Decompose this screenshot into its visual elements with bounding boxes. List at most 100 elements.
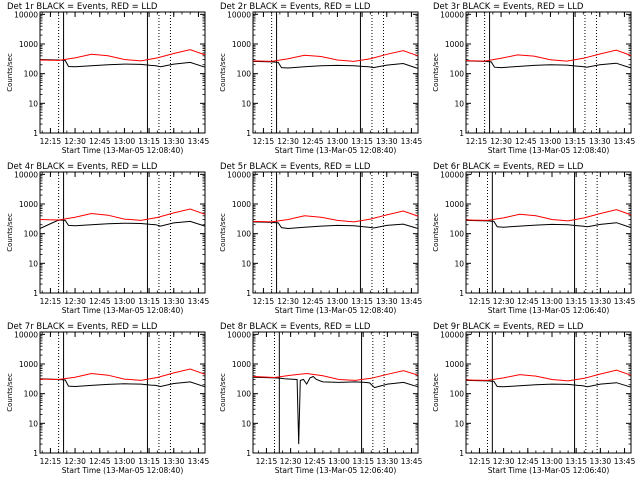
lld-series-line: [252, 210, 419, 223]
lld-series-line: [39, 49, 206, 62]
lld-series-line: [252, 370, 419, 381]
x-tick-label: 13:45: [614, 457, 636, 466]
x-tick-label: 12:45: [517, 457, 539, 466]
lld-series-line: [465, 49, 632, 62]
x-tick-label: 13:15: [565, 457, 587, 466]
y-axis-label: Counts/sec: [432, 213, 440, 252]
y-tick-label: 100: [24, 70, 39, 79]
x-axis-label: Start Time (13-Mar-05 12:08:40): [488, 146, 610, 155]
x-tick-label: 13:00: [327, 297, 349, 306]
plot-frame: [465, 11, 632, 134]
chart-panel-5: Det 5r BLACK = Events, RED = LLD 1 10 100 10…: [219, 162, 422, 315]
x-tick-label: 13:00: [114, 297, 136, 306]
y-tick-label: 1: [459, 289, 464, 298]
y-tick-label: 10000: [440, 330, 464, 339]
y-tick-label: 1000: [232, 200, 251, 209]
y-axis-label: Counts/sec: [432, 373, 440, 412]
y-tick-label: 1: [33, 129, 38, 138]
x-axis-label: Start Time (13-Mar-05 12:06:40): [275, 466, 397, 475]
y-tick-label: 1000: [19, 40, 38, 49]
y-axis-label: Counts/sec: [219, 373, 227, 412]
plot-frame: [465, 171, 632, 294]
x-tick-label: 13:00: [327, 137, 349, 146]
y-axis-label: Counts/sec: [432, 53, 440, 92]
events-series-line: [39, 378, 206, 388]
x-tick-label: 12:15: [253, 297, 275, 306]
x-tick-label: 13:45: [188, 457, 210, 466]
y-tick-label: 10: [28, 259, 38, 268]
x-axis-label: Start Time (13-Mar-05 12:08:40): [62, 466, 184, 475]
chart-panel-4: Det 4r BLACK = Events, RED = LLD 1 10 100 10…: [6, 162, 209, 315]
y-tick-label: 10: [28, 419, 38, 428]
x-tick-label: 13:45: [401, 137, 423, 146]
chart-title: Det 6r BLACK = Events, RED = LLD: [433, 162, 584, 172]
x-tick-label: 12:15: [253, 137, 275, 146]
x-tick-label: 12:45: [515, 137, 537, 146]
y-tick-label: 10: [241, 99, 251, 108]
events-series-line: [465, 379, 632, 388]
x-tick-label: 12:45: [302, 137, 324, 146]
y-tick-label: 10000: [227, 330, 251, 339]
x-axis-label: Start Time (13-Mar-05 12:06:40): [488, 306, 610, 315]
chart-title: Det 9r BLACK = Events, RED = LLD: [433, 322, 584, 332]
y-axis-label: Counts/sec: [6, 373, 14, 412]
lld-series-line: [465, 209, 632, 222]
events-series-line: [465, 219, 632, 229]
x-tick-label: 12:15: [40, 297, 62, 306]
y-tick-label: 100: [450, 70, 465, 79]
y-tick-label: 1000: [232, 360, 251, 369]
y-tick-label: 1000: [19, 200, 38, 209]
y-tick-label: 100: [450, 230, 465, 239]
events-series-line: [252, 60, 419, 69]
x-tick-label: 12:15: [40, 137, 62, 146]
x-tick-label: 12:15: [256, 457, 278, 466]
x-axis-label: Start Time (13-Mar-05 12:06:40): [488, 466, 610, 475]
x-tick-label: 13:00: [114, 457, 136, 466]
y-axis-label: Counts/sec: [219, 213, 227, 252]
x-tick-label: 12:30: [277, 137, 299, 146]
events-series-line: [252, 375, 419, 445]
x-tick-label: 13:30: [590, 457, 612, 466]
plot-frame: [39, 331, 206, 454]
x-tick-label: 12:15: [469, 297, 491, 306]
y-tick-label: 1: [246, 449, 251, 458]
plot-frame: [39, 11, 206, 134]
y-tick-label: 1: [33, 289, 38, 298]
x-tick-label: 13:00: [328, 457, 350, 466]
y-tick-label: 100: [237, 390, 252, 399]
chart-panel-8: Det 8r BLACK = Events, RED = LLD 1 10 100 10…: [219, 322, 423, 475]
x-tick-label: 13:15: [352, 457, 374, 466]
x-tick-label: 12:45: [304, 457, 326, 466]
x-tick-label: 13:30: [163, 297, 185, 306]
x-axis-label: Start Time (13-Mar-05 12:08:40): [275, 306, 397, 315]
y-tick-label: 100: [237, 230, 252, 239]
chart-title: Det 7r BLACK = Events, RED = LLD: [7, 322, 158, 332]
x-tick-label: 12:30: [493, 297, 515, 306]
x-tick-label: 13:15: [138, 457, 160, 466]
x-tick-label: 12:15: [466, 137, 488, 146]
x-tick-label: 13:45: [188, 297, 210, 306]
x-tick-label: 13:30: [377, 457, 399, 466]
x-tick-label: 13:00: [541, 297, 563, 306]
events-series-line: [39, 59, 206, 68]
events-series-line: [465, 60, 632, 69]
chart-panel-3: Det 3r BLACK = Events, RED = LLD 1 10 100 10…: [432, 2, 635, 155]
lld-series-line: [252, 50, 419, 62]
chart-title: Det 3r BLACK = Events, RED = LLD: [433, 2, 584, 12]
x-tick-label: 12:45: [517, 297, 539, 306]
x-tick-label: 13:45: [401, 457, 423, 466]
y-tick-label: 1: [33, 449, 38, 458]
events-series-line: [252, 221, 419, 230]
plot-frame: [252, 171, 419, 294]
y-tick-label: 1: [459, 129, 464, 138]
chart-title: Det 8r BLACK = Events, RED = LLD: [220, 322, 371, 332]
y-axis-label: Counts/sec: [219, 53, 227, 92]
x-tick-label: 13:45: [614, 137, 636, 146]
y-tick-label: 10000: [440, 170, 464, 179]
y-tick-label: 1000: [445, 40, 464, 49]
x-tick-label: 12:30: [277, 297, 299, 306]
plot-frame: [465, 331, 632, 454]
x-tick-label: 13:30: [589, 137, 611, 146]
lld-series-line: [39, 208, 206, 221]
x-tick-label: 13:15: [351, 297, 373, 306]
